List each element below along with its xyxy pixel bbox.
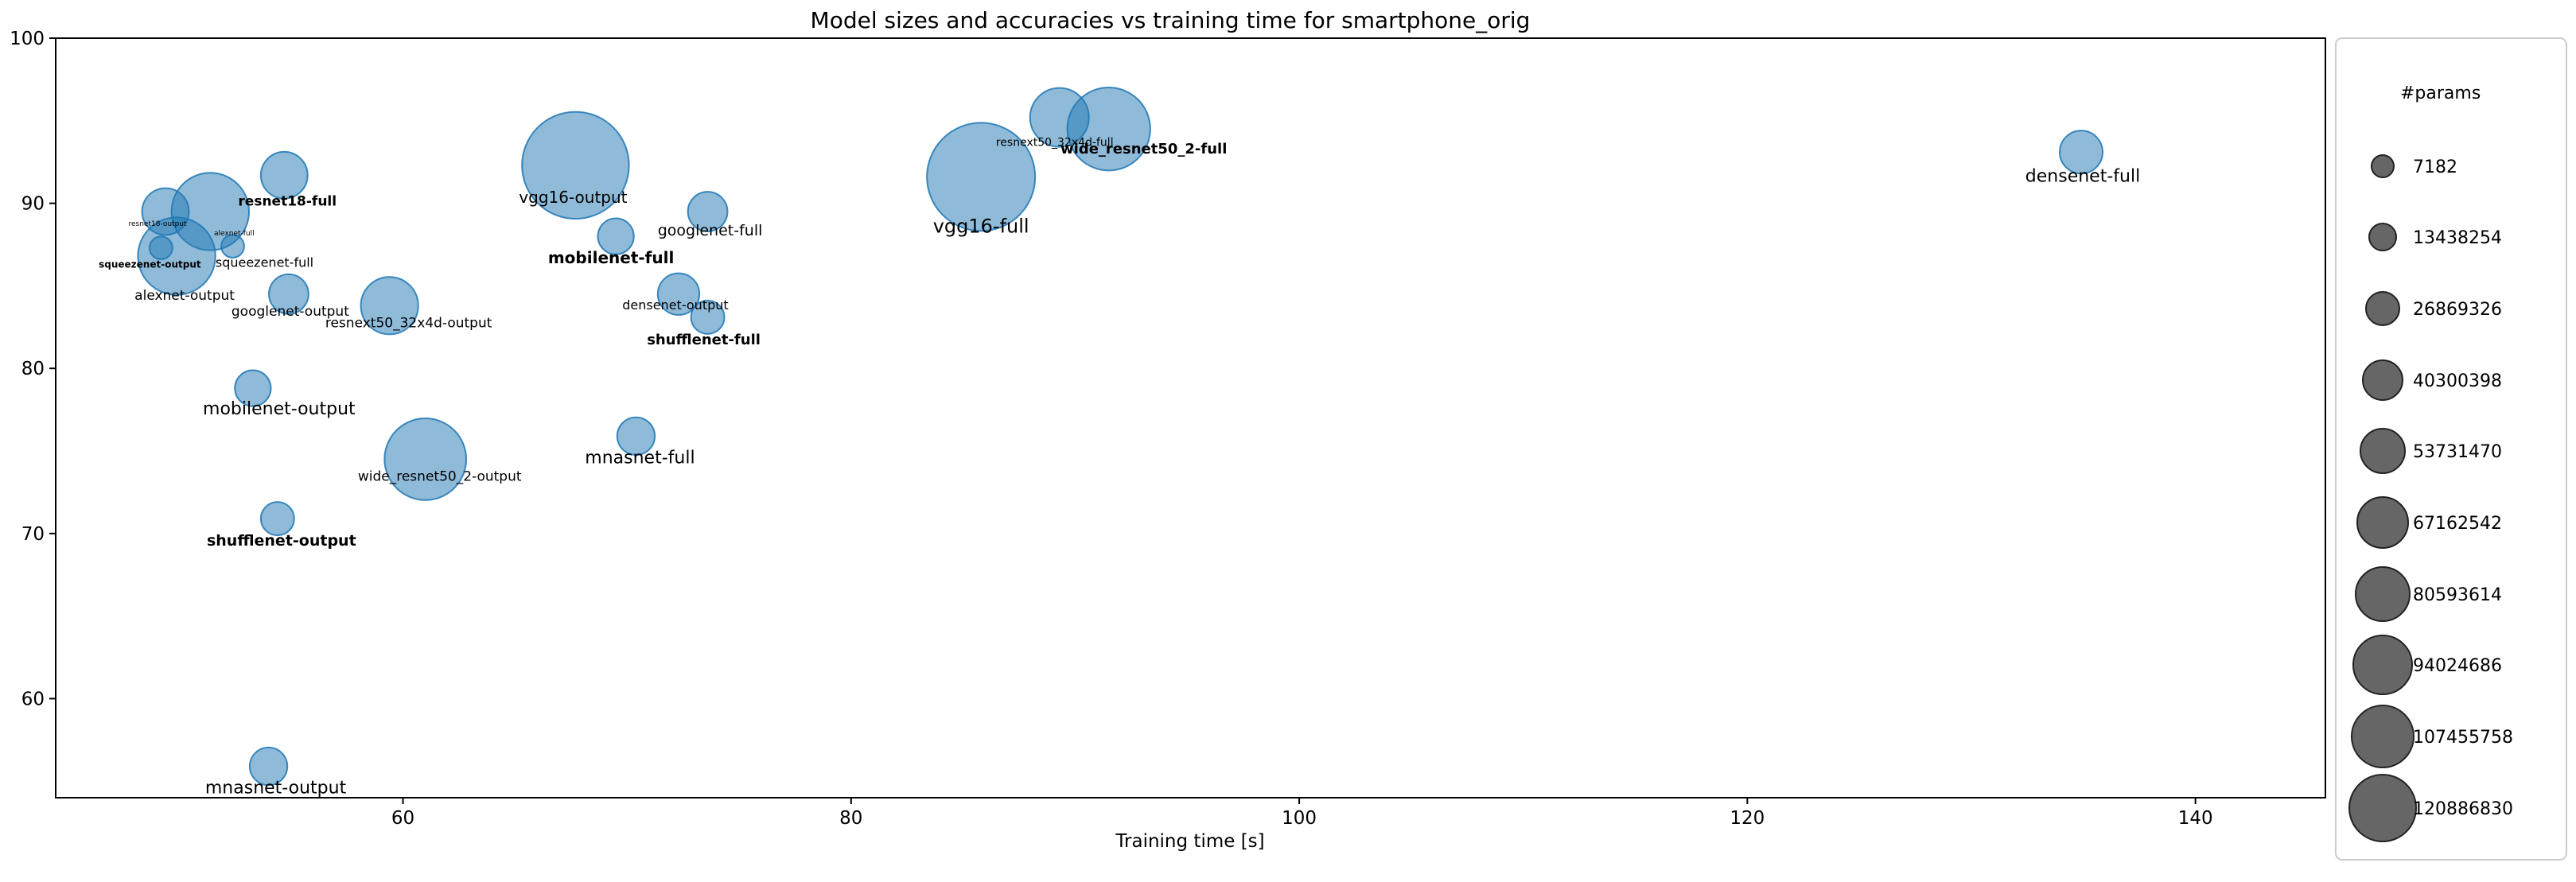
legend-size-marker — [2365, 291, 2400, 326]
scatter-point — [687, 191, 729, 232]
x-tick-label: 120 — [1730, 808, 1765, 829]
scatter-point — [220, 234, 245, 258]
scatter-point — [690, 299, 726, 335]
legend-size-marker — [2348, 774, 2417, 842]
scatter-point — [597, 217, 635, 255]
point-label: squeezenet-output — [99, 259, 201, 270]
scatter-point — [268, 273, 309, 315]
point-label: mnasnet-full — [585, 448, 695, 468]
legend: #params 7182 13438254 26869326 40300398 5373… — [2335, 37, 2567, 861]
point-label: shufflenet-output — [207, 532, 356, 550]
point-label: mobilenet-output — [203, 399, 356, 419]
legend-entries: 7182 13438254 26869326 40300398 53731470 6716… — [2348, 154, 2513, 842]
scatter-point — [383, 418, 468, 501]
legend-entry-label: 26869326 — [2413, 300, 2502, 320]
point-label: resnet18-output — [128, 220, 187, 228]
scatter-point — [521, 111, 630, 220]
point-label: densenet-output — [622, 297, 728, 313]
legend-title: #params — [2400, 84, 2481, 103]
legend-size-marker — [2352, 635, 2413, 695]
legend-size-marker — [2351, 705, 2415, 768]
x-tick-label: 140 — [2178, 808, 2213, 829]
scatter-point — [148, 235, 173, 261]
scatter-point — [926, 122, 1037, 232]
point-label: vgg16-output — [519, 188, 627, 207]
legend-entry-label: 67162542 — [2413, 514, 2502, 534]
scatter-point — [1029, 87, 1090, 148]
legend-size-marker — [2368, 223, 2397, 251]
legend-entry-label: 7182 — [2413, 157, 2457, 177]
point-label: mnasnet-output — [205, 779, 347, 798]
legend-entry-label: 94024686 — [2413, 656, 2502, 676]
scatter-point — [616, 416, 656, 456]
legend-size-marker — [2355, 566, 2411, 622]
point-label: densenet-full — [2025, 166, 2140, 186]
legend-entry-label: 107455758 — [2413, 728, 2513, 748]
point-label: squeezenet-full — [216, 255, 313, 270]
scatter-point — [656, 272, 701, 316]
point-label: wide_resnet50_2-full — [1060, 141, 1227, 157]
point-label: shufflenet-full — [647, 332, 761, 348]
legend-size-marker — [2360, 428, 2406, 474]
legend-entry-label: 120886830 — [2413, 799, 2513, 819]
x-tick-label: 80 — [839, 808, 862, 829]
legend-entry-label: 13438254 — [2413, 228, 2502, 248]
y-tick-label: 90 — [21, 194, 45, 215]
point-label: googlenet-full — [658, 222, 763, 239]
scatter-point — [259, 501, 295, 537]
scatter-point — [2059, 130, 2104, 175]
y-tick-label: 100 — [10, 29, 45, 49]
y-axis-ticks: 60 70 80 90 100 — [10, 29, 56, 709]
legend-entry-label: 80593614 — [2413, 585, 2502, 605]
y-tick-label: 80 — [21, 359, 45, 379]
y-tick-label: 70 — [21, 524, 45, 545]
scatter-point — [141, 187, 190, 236]
point-label: resnet18-full — [238, 193, 337, 209]
point-label: vgg16-full — [933, 215, 1029, 237]
scatter-point — [234, 369, 272, 407]
point-label: mobilenet-full — [548, 248, 675, 267]
x-tick-label: 100 — [1282, 808, 1317, 829]
point-label: resnext50_32x4d-output — [325, 315, 492, 331]
point-label: googlenet-output — [232, 304, 349, 320]
scatter-point — [360, 276, 419, 336]
chart-title: Model sizes and accuracies vs training t… — [811, 7, 1531, 33]
point-labels: resnet18-output alexnet-full resnet18-full… — [99, 137, 2140, 798]
x-tick-label: 60 — [391, 808, 414, 829]
point-label: resnext50_32x4d-full — [996, 137, 1114, 150]
scatter-point — [259, 150, 309, 200]
legend-size-marker — [2362, 359, 2403, 401]
x-axis-title: Training time [s] — [1115, 831, 1264, 852]
y-tick-label: 60 — [21, 689, 45, 709]
point-label: alexnet-output — [134, 288, 235, 304]
legend-entry-label: 53731470 — [2413, 442, 2502, 462]
legend-entry-label: 40300398 — [2413, 371, 2502, 391]
legend-size-marker — [2356, 496, 2409, 549]
scatter-point — [248, 746, 289, 787]
x-axis-ticks: 60 80 100 120 140 — [391, 798, 2213, 829]
point-label: wide_resnet50_2-output — [358, 468, 522, 484]
scatter-markers — [137, 87, 2104, 787]
point-label: alexnet-full — [214, 230, 255, 238]
legend-size-marker — [2371, 154, 2395, 178]
plot-frame — [55, 37, 2326, 798]
